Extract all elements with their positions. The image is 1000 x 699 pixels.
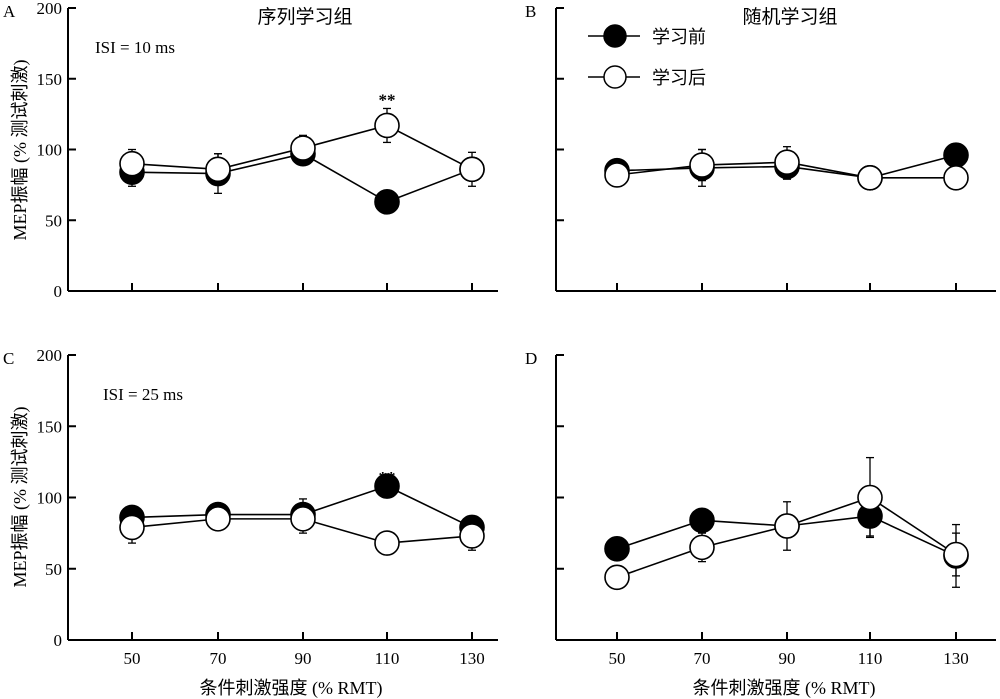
data-point-after xyxy=(943,165,969,191)
y-tick-label: 150 xyxy=(37,70,63,89)
x-tick-label: 90 xyxy=(779,649,796,668)
x-tick-label: 130 xyxy=(943,649,969,668)
data-point-after xyxy=(459,156,485,183)
data-point-after xyxy=(774,513,800,539)
y-tick-label: 150 xyxy=(37,417,63,436)
y-tick-label: 50 xyxy=(45,560,62,579)
data-point-after xyxy=(459,523,485,549)
x-tick-label: 70 xyxy=(694,649,711,668)
data-point-after xyxy=(119,150,145,177)
data-point-after xyxy=(857,484,883,511)
panel-letter: A xyxy=(3,2,16,21)
x-tick-label: 70 xyxy=(210,649,227,668)
data-point-before xyxy=(943,142,969,168)
y-tick-label: 200 xyxy=(37,0,63,18)
panel-a: A 0 50 100 150 200 序列学习组 ISI = 10 ms MEP振幅 (% 测试… xyxy=(3,0,498,301)
data-point-after xyxy=(205,506,231,532)
panel-c: C 0 50 100 150 200 50 70 90 110 130 ISI = 25 ms MEP振… xyxy=(3,346,498,699)
data-point-after xyxy=(774,149,800,176)
x-tick-label: 110 xyxy=(858,649,883,668)
panel-letter: B xyxy=(525,2,536,21)
y-tick-label: 100 xyxy=(37,141,63,160)
x-axis-label: 条件刺激强度 (% RMT) xyxy=(693,678,876,699)
legend-label-before: 学习前 xyxy=(652,27,706,47)
legend-marker-after xyxy=(603,65,627,89)
data-point-before xyxy=(604,535,630,562)
panel-letter: C xyxy=(3,349,14,368)
y-tick-label: 0 xyxy=(54,631,63,650)
y-tick-label: 0 xyxy=(54,282,63,301)
isi-annotation: ISI = 25 ms xyxy=(103,385,183,404)
data-point-after xyxy=(374,530,400,556)
data-point-after xyxy=(689,152,715,178)
x-axis-label: 条件刺激强度 (% RMT) xyxy=(200,678,383,699)
data-point-after xyxy=(205,156,231,183)
panel-title: 序列学习组 xyxy=(257,6,352,28)
data-point-after xyxy=(290,506,316,532)
data-point-after xyxy=(604,162,630,188)
legend: 学习前 学习后 xyxy=(588,24,706,89)
data-point-after xyxy=(943,541,969,568)
y-tick-label: 50 xyxy=(45,211,62,230)
legend-label-after: 学习后 xyxy=(652,68,706,88)
data-point-before xyxy=(374,189,400,215)
y-axis-label: MEP振幅 (% 测试刺激) xyxy=(10,407,31,588)
x-tick-label: 50 xyxy=(609,649,626,668)
data-point-before xyxy=(689,507,715,534)
panel-title: 随机学习组 xyxy=(742,6,837,28)
legend-marker-before xyxy=(603,24,627,48)
data-point-after xyxy=(604,564,630,591)
isi-annotation: ISI = 10 ms xyxy=(95,38,175,57)
x-tick-label: 130 xyxy=(459,649,485,668)
data-point-after xyxy=(689,534,715,561)
y-tick-label: 200 xyxy=(37,346,63,365)
data-point-after xyxy=(290,135,316,161)
y-tick-label: 100 xyxy=(37,489,63,508)
panel-b: B 随机学习组 xyxy=(525,2,996,292)
panel-letter: D xyxy=(525,349,537,368)
x-tick-label: 50 xyxy=(124,649,141,668)
panel-d: D 50 70 90 110 130 条件刺激强度 (% RMT) xyxy=(525,349,996,699)
x-tick-label: 90 xyxy=(295,649,312,668)
significance-marker: ** xyxy=(379,90,396,109)
data-point-before xyxy=(374,473,400,499)
data-point-after xyxy=(119,514,145,541)
data-point-after xyxy=(374,112,400,139)
significance-marker: ** xyxy=(379,468,396,487)
y-axis-label: MEP振幅 (% 测试刺激) xyxy=(10,60,31,241)
data-point-after xyxy=(857,165,883,191)
x-tick-label: 110 xyxy=(375,649,400,668)
